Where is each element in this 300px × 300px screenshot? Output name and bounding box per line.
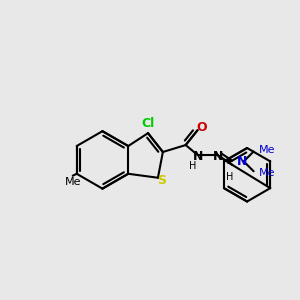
Text: Cl: Cl: [141, 117, 154, 130]
Text: H: H: [226, 172, 233, 182]
Text: Me: Me: [65, 177, 81, 187]
Text: N: N: [194, 150, 204, 164]
Text: N: N: [213, 150, 224, 164]
Text: S: S: [158, 174, 166, 187]
Text: Me: Me: [259, 145, 275, 154]
Text: N: N: [237, 155, 247, 168]
Text: H: H: [189, 161, 196, 171]
Text: Me: Me: [259, 168, 275, 178]
Text: O: O: [196, 121, 207, 134]
